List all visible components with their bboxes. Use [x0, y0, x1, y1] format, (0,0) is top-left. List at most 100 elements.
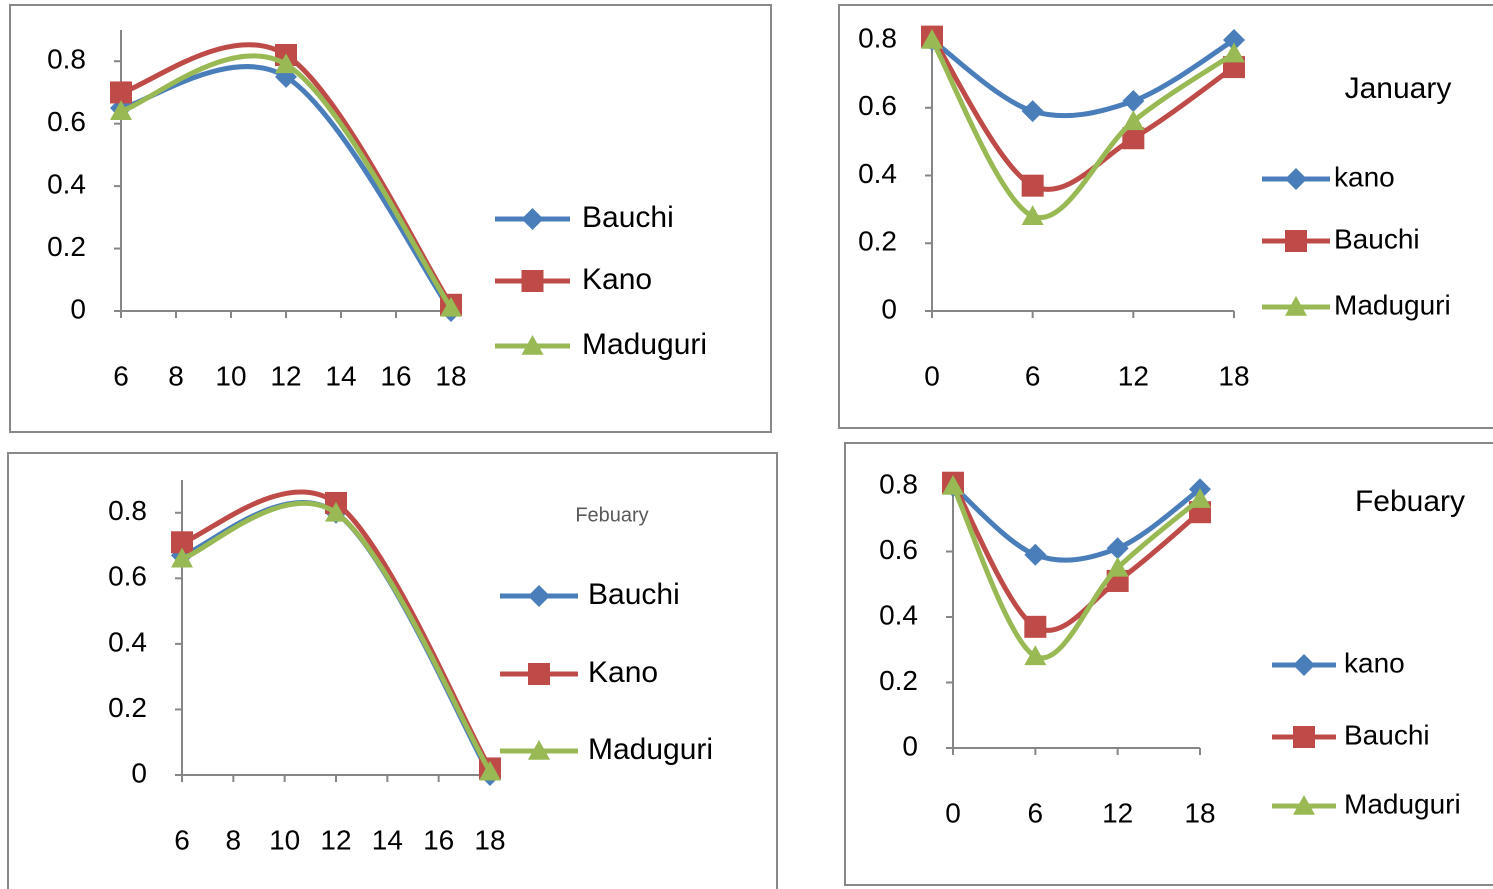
- marker: [1122, 89, 1145, 112]
- legend-label: Maduguri: [1344, 788, 1461, 819]
- y-tick-label: 0.6: [108, 561, 147, 592]
- y-tick-label: 0.2: [47, 231, 86, 262]
- y-tick-label: 0.6: [879, 534, 918, 565]
- x-tick-label: 18: [1218, 360, 1249, 391]
- x-tick-label: 6: [113, 360, 129, 391]
- y-tick-label: 0: [70, 293, 86, 324]
- series-line: [950, 481, 1202, 633]
- marker: [942, 475, 964, 495]
- marker: [1024, 615, 1047, 638]
- marker: [1021, 174, 1044, 197]
- series-line: [929, 35, 1236, 192]
- x-tick-label: 6: [174, 824, 190, 855]
- marker: [528, 663, 550, 685]
- y-tick-label: 0.8: [108, 495, 147, 526]
- legend-label: Bauchi: [1344, 719, 1430, 750]
- marker: [1024, 645, 1047, 666]
- chart-title: January: [1345, 72, 1452, 105]
- marker: [479, 760, 501, 781]
- x-tick-label: 18: [1184, 797, 1215, 828]
- x-tick-label: 12: [270, 360, 301, 391]
- series-line: [950, 484, 1202, 661]
- x-tick-label: 12: [320, 824, 351, 855]
- y-tick-label: 0.2: [108, 692, 147, 723]
- x-tick-label: 18: [435, 360, 466, 391]
- x-tick-label: 0: [924, 360, 940, 391]
- series-line: [181, 500, 493, 777]
- marker: [921, 29, 943, 49]
- x-tick-label: 16: [380, 360, 411, 391]
- marker: [171, 547, 193, 568]
- marker: [1122, 127, 1145, 150]
- series-line: [930, 37, 1236, 119]
- legend-label: Maduguri: [588, 733, 713, 766]
- marker: [1293, 654, 1315, 676]
- legend-label: Bauchi: [588, 578, 680, 611]
- marker: [1106, 556, 1129, 577]
- marker: [110, 81, 132, 104]
- chart-title: Febuary: [575, 504, 648, 526]
- y-tick-label: 0.8: [858, 22, 897, 53]
- y-tick-label: 0.4: [858, 158, 897, 189]
- legend-label: Kano: [582, 263, 652, 296]
- marker: [325, 501, 347, 522]
- marker: [521, 270, 544, 292]
- series-line: [951, 484, 1202, 563]
- y-tick-label: 0.4: [879, 599, 918, 630]
- legend-label: Bauchi: [1334, 223, 1420, 254]
- y-tick-label: 0.8: [879, 468, 918, 499]
- y-tick-label: 0: [902, 730, 918, 761]
- x-tick-label: 0: [945, 797, 961, 828]
- y-tick-label: 0.8: [47, 44, 86, 75]
- legend-label: Bauchi: [582, 201, 674, 234]
- x-tick-label: 16: [423, 824, 454, 855]
- marker: [1293, 795, 1315, 815]
- legend-label: kano: [1334, 161, 1395, 192]
- chart-frame: [7, 452, 778, 889]
- x-tick-label: 8: [226, 824, 242, 855]
- marker: [1122, 110, 1145, 131]
- x-tick-label: 14: [372, 824, 403, 855]
- marker: [521, 335, 544, 355]
- x-tick-label: 8: [168, 360, 184, 391]
- y-tick-label: 0.6: [47, 106, 86, 137]
- marker: [171, 531, 193, 554]
- marker: [110, 100, 132, 120]
- x-tick-label: 6: [1028, 797, 1044, 828]
- x-tick-label: 10: [215, 360, 246, 391]
- series-line: [120, 53, 454, 310]
- marker: [1285, 230, 1307, 252]
- marker: [521, 208, 544, 230]
- legend-label: Kano: [588, 656, 658, 689]
- x-tick-label: 10: [269, 824, 300, 855]
- y-tick-label: 0: [881, 293, 897, 324]
- marker: [1285, 296, 1307, 316]
- y-tick-label: 0.4: [47, 169, 86, 200]
- marker: [1223, 29, 1245, 51]
- marker: [528, 740, 550, 760]
- marker: [1285, 168, 1307, 190]
- marker: [1021, 205, 1044, 225]
- y-tick-label: 0.6: [858, 90, 897, 121]
- marker: [1024, 543, 1047, 566]
- series-line: [929, 38, 1236, 221]
- series-line: [181, 500, 493, 773]
- series-line: [120, 64, 454, 313]
- marker: [275, 53, 297, 74]
- x-tick-label: 18: [474, 824, 505, 855]
- chart-title: Febuary: [1355, 485, 1465, 518]
- legend-label: kano: [1344, 647, 1405, 678]
- y-tick-label: 0.2: [879, 665, 918, 696]
- marker: [1106, 537, 1129, 560]
- marker: [1189, 488, 1211, 508]
- chart-frame: [9, 4, 772, 433]
- y-tick-label: 0.4: [108, 626, 147, 657]
- marker: [1223, 42, 1245, 63]
- legend-label: Maduguri: [582, 328, 707, 361]
- marker: [1293, 726, 1315, 748]
- marker: [1021, 100, 1044, 123]
- x-tick-label: 12: [1118, 360, 1149, 391]
- marker: [528, 585, 550, 607]
- x-tick-label: 12: [1102, 797, 1133, 828]
